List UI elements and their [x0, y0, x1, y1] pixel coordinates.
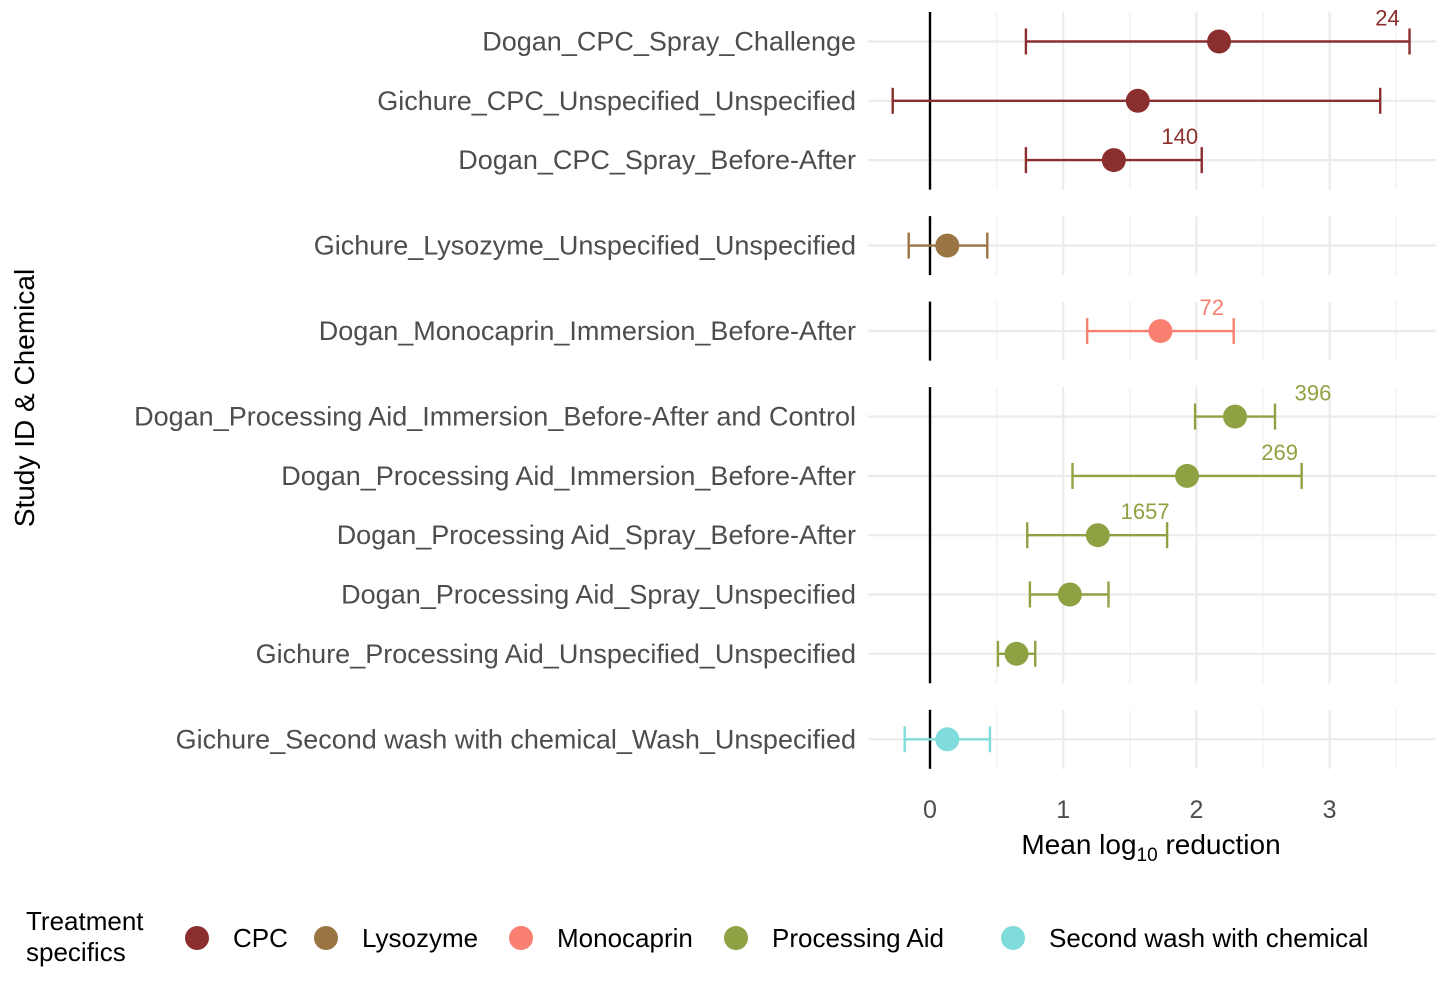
- sample-size-label: 140: [1161, 124, 1198, 149]
- legend-label: Monocaprin: [557, 923, 693, 953]
- legend-key-dot: [1001, 926, 1025, 950]
- x-tick-label: 3: [1323, 796, 1337, 824]
- legend-label: Second wash with chemical: [1049, 923, 1368, 953]
- mean-point: [1057, 582, 1082, 607]
- mean-point: [1148, 319, 1173, 344]
- row-label: Dogan_CPC_Spray_Challenge: [482, 27, 856, 57]
- legend-key-dot: [724, 926, 748, 950]
- sample-size-label: 269: [1261, 440, 1298, 465]
- mean-point: [1125, 88, 1150, 113]
- legend-key-dot: [185, 926, 209, 950]
- mean-point: [1175, 463, 1200, 488]
- row-label: Dogan_Monocaprin_Immersion_Before-After: [319, 316, 856, 346]
- x-tick-label: 1: [1056, 796, 1070, 824]
- x-axis-title: Mean log10 reduction: [1021, 829, 1280, 866]
- row-label: Gichure_Lysozyme_Unspecified_Unspecified: [314, 231, 856, 261]
- row-label: Dogan_Processing Aid_Spray_Unspecified: [341, 580, 856, 610]
- panel-monocaprin: Dogan_Monocaprin_Immersion_Before-After 7…: [319, 295, 1436, 361]
- panel-processing-aid: Dogan_Processing Aid_Immersion_Before-Af…: [134, 381, 1436, 684]
- legend-item-second-wash-with-chemical: Second wash with chemical: [1001, 923, 1368, 953]
- legend-item-lysozyme: Lysozyme: [314, 923, 478, 953]
- panel-second-wash-with-chemical: Gichure_Second wash with chemical_Wash_U…: [176, 709, 1436, 769]
- mean-point: [1004, 641, 1029, 666]
- mean-point: [935, 233, 960, 258]
- row-label: Gichure_CPC_Unspecified_Unspecified: [377, 86, 856, 116]
- mean-point: [1085, 523, 1110, 548]
- x-tick-label: 0: [923, 796, 937, 824]
- row-label: Gichure_Processing Aid_Unspecified_Unspe…: [256, 639, 856, 669]
- legend-title: Treatment specifics: [26, 906, 144, 967]
- sample-size-label: 24: [1375, 6, 1399, 31]
- mean-point: [1101, 148, 1126, 173]
- legend-item-processing-aid: Processing Aid: [724, 923, 944, 953]
- mean-point: [1207, 29, 1232, 54]
- legend-label: Processing Aid: [772, 923, 944, 953]
- legend-key-dot: [509, 926, 533, 950]
- legend: Treatment specifics CPC Lysozyme Monocaprin P…: [26, 906, 1368, 967]
- row-label: Dogan_Processing Aid_Immersion_Before-Af…: [281, 461, 856, 491]
- sample-size-label: 1657: [1121, 499, 1170, 524]
- x-axis: 0 1 2 3: [923, 796, 1337, 824]
- row-label: Dogan_CPC_Spray_Before-After: [458, 145, 856, 175]
- legend-label: Lysozyme: [362, 923, 478, 953]
- x-tick-label: 2: [1189, 796, 1203, 824]
- panel-lysozyme: Gichure_Lysozyme_Unspecified_Unspecified: [314, 216, 1436, 276]
- panel-cpc: Dogan_CPC_Spray_Challenge Gichure_CPC_Uns…: [377, 6, 1436, 190]
- row-label: Gichure_Second wash with chemical_Wash_U…: [176, 724, 856, 754]
- sample-size-label: 72: [1199, 295, 1223, 320]
- y-axis-title: Study ID & Chemical: [9, 269, 40, 527]
- mean-point: [935, 727, 960, 752]
- legend-item-monocaprin: Monocaprin: [509, 923, 693, 953]
- sample-size-label: 396: [1295, 381, 1332, 406]
- legend-key-dot: [314, 926, 338, 950]
- legend-item-cpc: CPC: [185, 923, 288, 953]
- panels-layer: Dogan_CPC_Spray_Challenge Gichure_CPC_Uns…: [134, 6, 1436, 769]
- mean-point: [1223, 404, 1248, 429]
- legend-label: CPC: [233, 923, 288, 953]
- row-label: Dogan_Processing Aid_Immersion_Before-Af…: [134, 402, 856, 432]
- row-label: Dogan_Processing Aid_Spray_Before-After: [337, 520, 856, 550]
